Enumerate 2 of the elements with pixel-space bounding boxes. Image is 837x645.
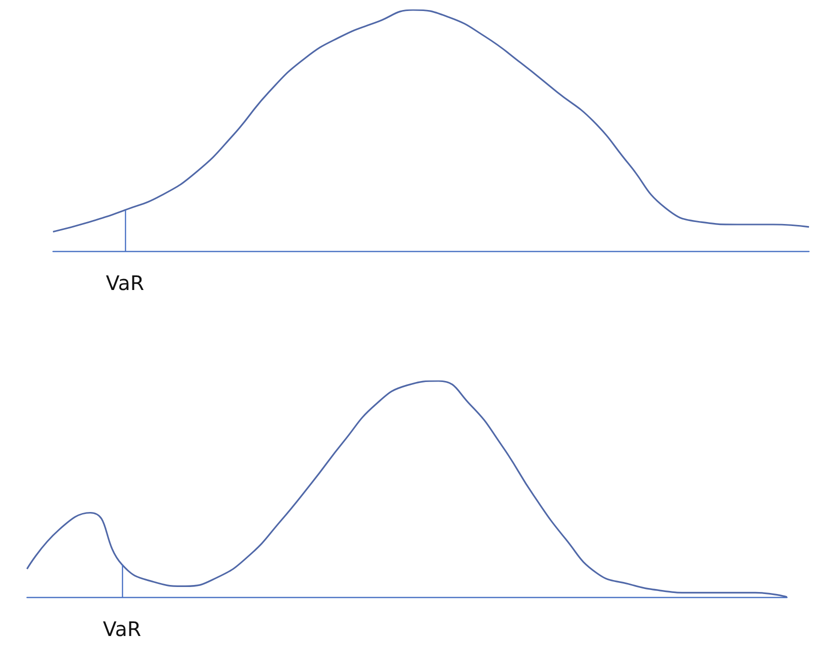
annotation: VaR [102, 617, 142, 641]
annotation: VaR [106, 271, 144, 295]
